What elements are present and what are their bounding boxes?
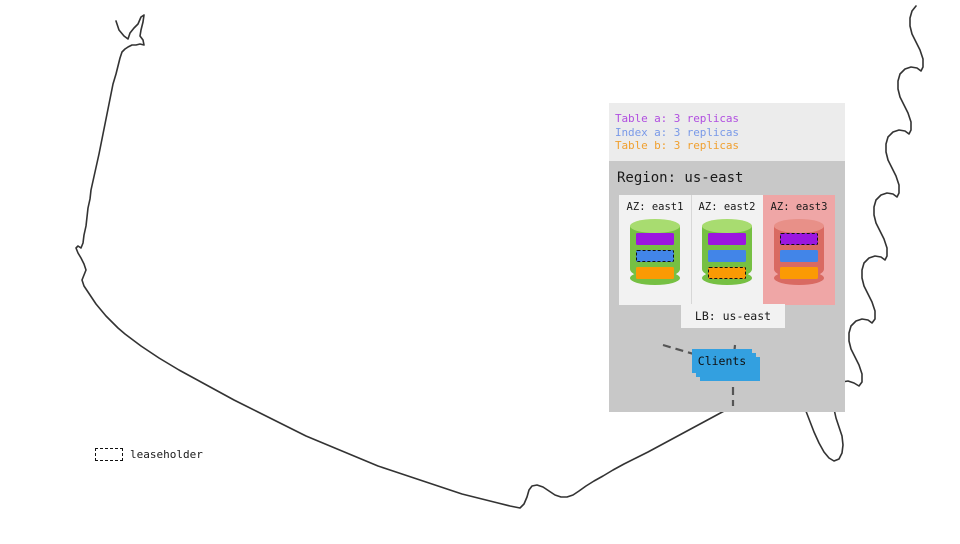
replica-table-b-east2 xyxy=(708,267,746,279)
az-label-east3: AZ: east3 xyxy=(770,201,828,213)
node-cylinder-east3 xyxy=(774,219,824,285)
replica-table-a-east1 xyxy=(636,233,674,245)
az-label-east2: AZ: east2 xyxy=(698,201,756,213)
topology-diagram: Table a: 3 replicas Index a: 3 replicas … xyxy=(609,103,845,412)
az-label-east1: AZ: east1 xyxy=(626,201,684,213)
replica-table-b-east3 xyxy=(780,267,818,279)
az-row: AZ: east1 AZ: east2 xyxy=(619,195,835,305)
leaseholder-swatch-icon xyxy=(95,448,123,461)
replica-index-a-east1 xyxy=(636,250,674,262)
cylinder-top xyxy=(774,219,824,233)
az-divider xyxy=(691,195,692,305)
replica-index-a-east3 xyxy=(780,250,818,262)
replica-legend-line-index-a: Index a: 3 replicas xyxy=(615,125,739,139)
region-title: Region: us-east xyxy=(617,170,744,186)
az-panel-east1[interactable]: AZ: east1 xyxy=(619,195,691,305)
load-balancer-box[interactable]: LB: us-east xyxy=(681,304,785,328)
clients-front: Clients xyxy=(692,349,752,373)
replica-table-a-east2 xyxy=(708,233,746,245)
node-cylinder-east2 xyxy=(702,219,752,285)
leaseholder-legend: leaseholder xyxy=(95,448,203,461)
replica-legend-line-table-b: Table b: 3 replicas xyxy=(615,139,739,152)
replica-stack-east1 xyxy=(636,233,674,279)
leaseholder-legend-label: leaseholder xyxy=(130,448,203,461)
cylinder-top xyxy=(702,219,752,233)
node-cylinder-east1 xyxy=(630,219,680,285)
replica-stack-east3 xyxy=(780,233,818,279)
replica-legend-line-table-a: Table a: 3 replicas xyxy=(615,112,739,125)
replica-table-a-east3 xyxy=(780,233,818,245)
replica-table-b-east1 xyxy=(636,267,674,279)
load-balancer-label: LB: us-east xyxy=(694,309,772,323)
replica-legend: Table a: 3 replicas Index a: 3 replicas … xyxy=(609,103,845,161)
az-panel-east2[interactable]: AZ: east2 xyxy=(691,195,763,305)
az-panel-east3[interactable]: AZ: east3 xyxy=(763,195,835,305)
clients-label: Clients xyxy=(697,354,747,368)
replica-index-a-east2 xyxy=(708,250,746,262)
region-us-east: Region: us-east AZ: east1 xyxy=(609,161,845,412)
clients-box[interactable]: Clients xyxy=(692,349,760,381)
replica-stack-east2 xyxy=(708,233,746,279)
cylinder-top xyxy=(630,219,680,233)
